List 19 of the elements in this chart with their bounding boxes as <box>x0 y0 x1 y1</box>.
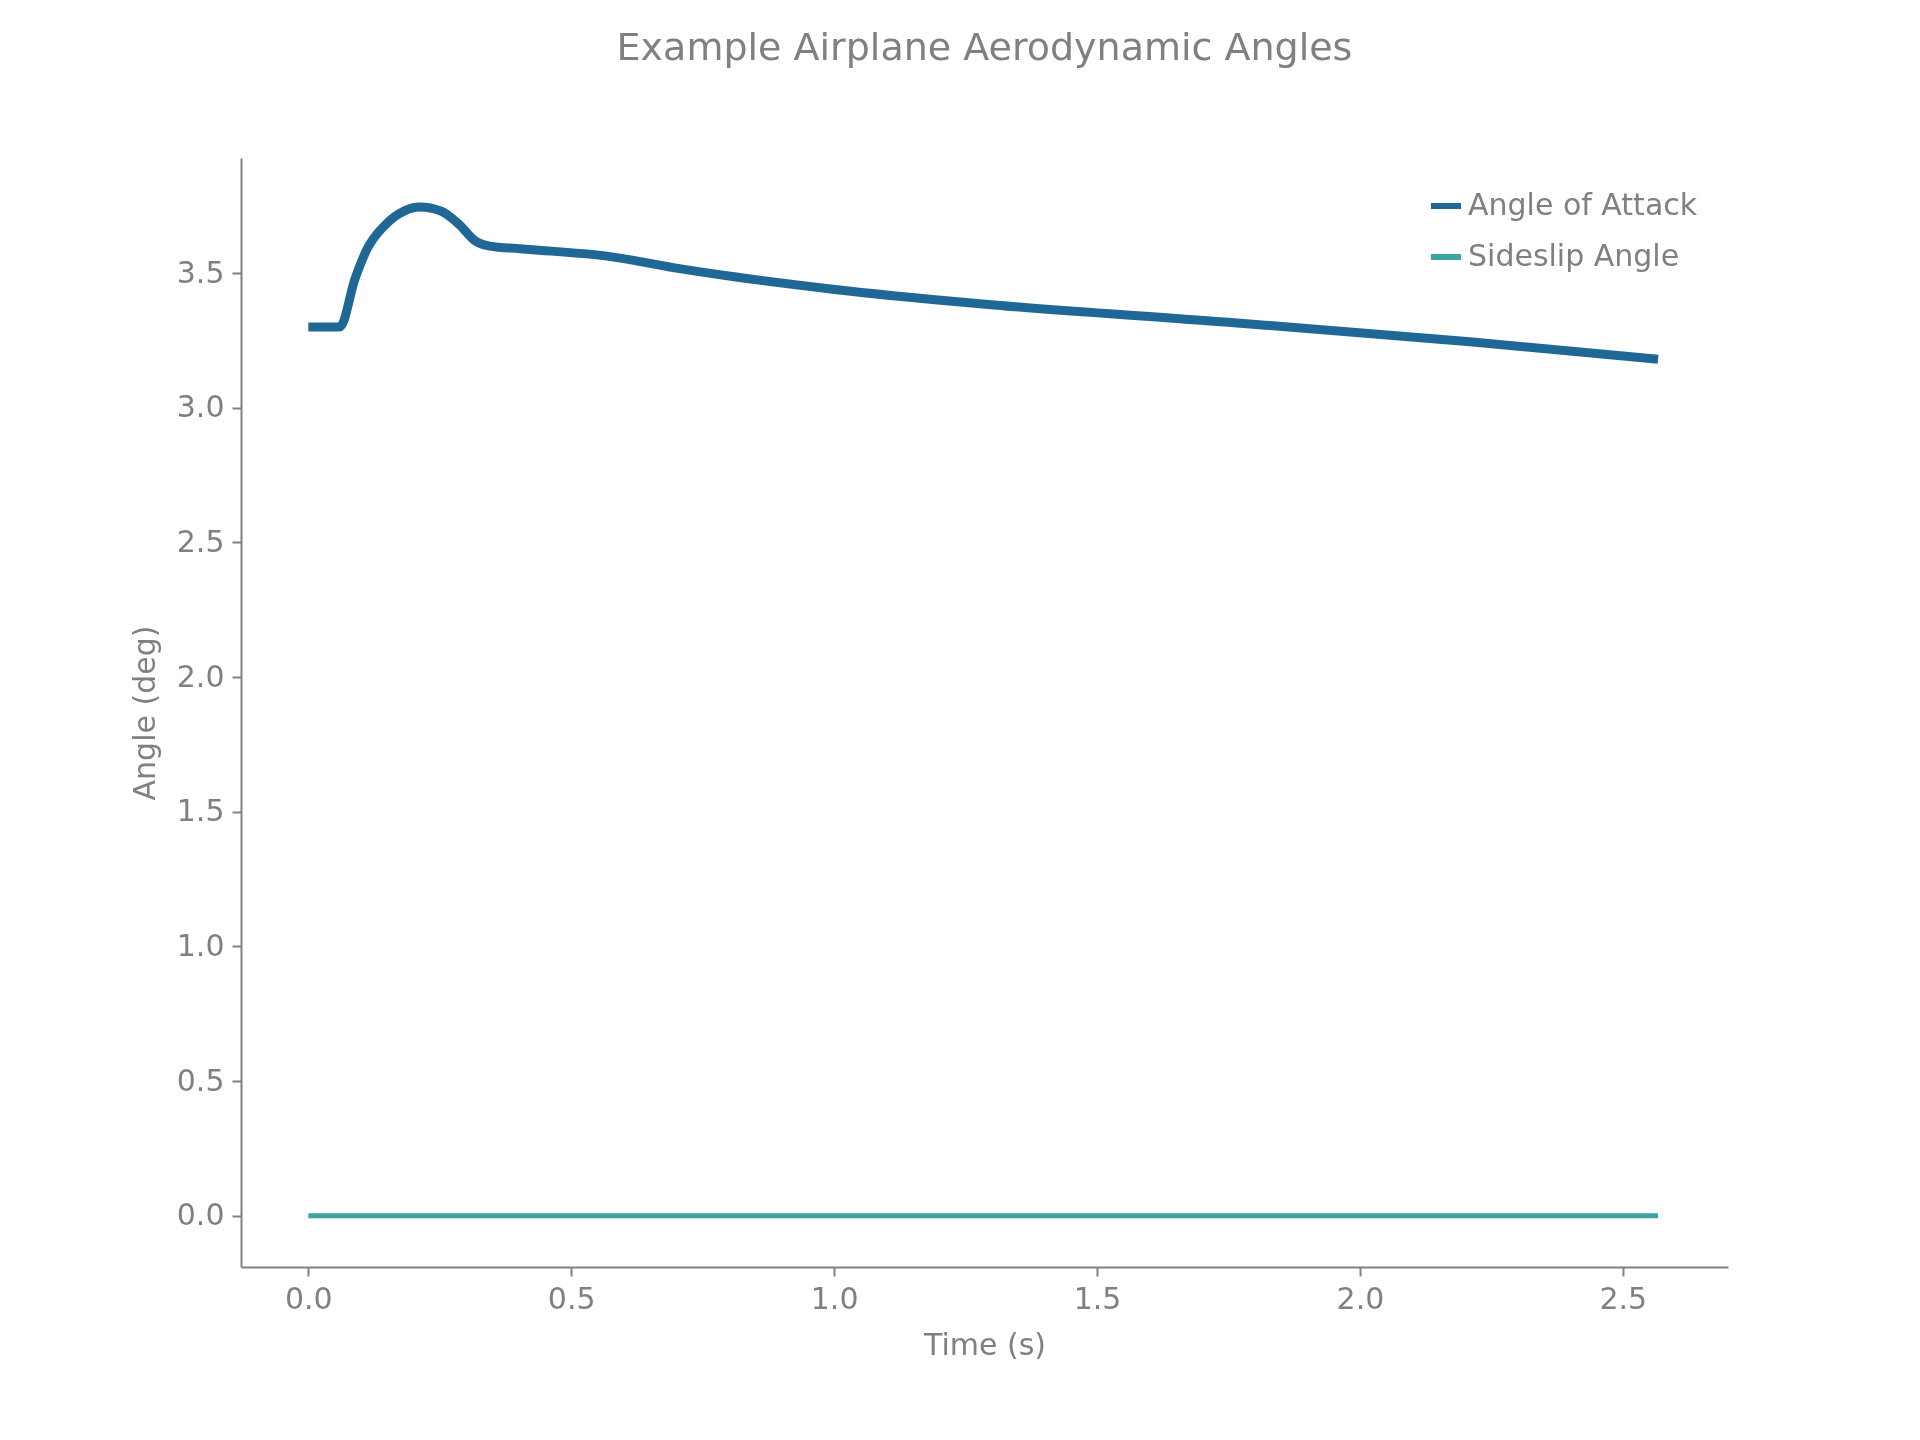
y-tick-label: 3.0 <box>176 389 225 425</box>
y-tick-label: 1.5 <box>176 793 225 829</box>
legend-label: Angle of Attack <box>1468 187 1698 222</box>
x-tick-label: 2.5 <box>1599 1280 1648 1316</box>
y-tick-label: 0.5 <box>176 1062 225 1098</box>
y-axis-title: Angle (deg) <box>126 625 162 801</box>
y-tick-label: 3.5 <box>176 254 225 290</box>
x-tick-label: 0.5 <box>547 1280 596 1316</box>
x-axis-title: Time (s) <box>923 1326 1046 1362</box>
x-tick-label: 2.0 <box>1336 1280 1385 1316</box>
x-tick-label: 1.5 <box>1073 1280 1122 1316</box>
y-tick-label: 0.0 <box>176 1197 225 1233</box>
y-tick-label: 2.0 <box>176 658 225 694</box>
chart-title: Example Airplane Aerodynamic Angles <box>616 25 1353 69</box>
y-tick-label: 2.5 <box>176 523 225 559</box>
x-tick-label: 0.0 <box>284 1280 333 1316</box>
y-tick-label: 1.0 <box>176 927 225 963</box>
legend-label: Sideslip Angle <box>1468 238 1680 273</box>
x-tick-label: 1.0 <box>810 1280 859 1316</box>
